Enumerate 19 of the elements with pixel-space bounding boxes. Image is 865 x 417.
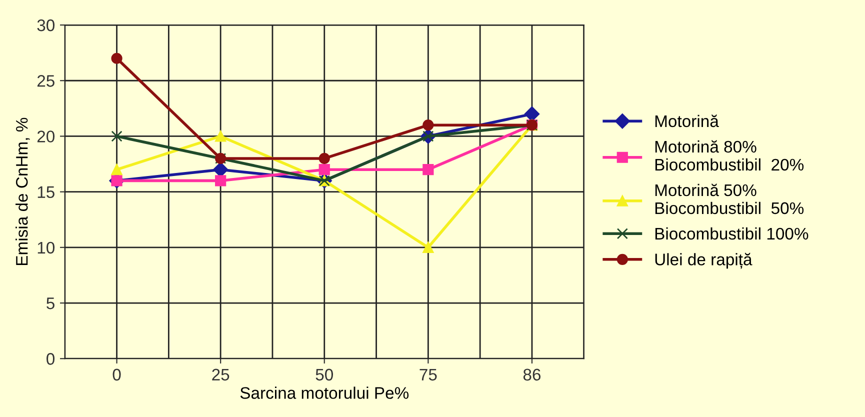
y-tick-label: 5 [46, 298, 54, 310]
x-tick-label: 86 [523, 368, 541, 381]
y-tick-label: 30 [37, 19, 55, 32]
x-tick-label: 75 [420, 368, 437, 381]
y-tick-label: 15 [38, 186, 54, 198]
legend-label: Motorină 50% Biocombustibil 50% [655, 184, 804, 214]
legend-label: Motorină 80% Biocombustibil 20% [655, 140, 804, 171]
legend-label: Ulei de rapiță [655, 252, 752, 269]
y-tick-label: 0 [46, 353, 54, 365]
y-axis-title: Emisia de CnHm, % [16, 118, 30, 266]
x-axis-title: Sarcina motorului Pe% [240, 386, 409, 399]
y-tick-label: 10 [38, 242, 55, 254]
x-tick-label: 25 [212, 368, 230, 381]
x-tick-label: 0 [112, 368, 121, 381]
y-tick-label: 20 [37, 130, 55, 142]
x-tick-label: 50 [316, 368, 333, 381]
y-tick-label: 25 [37, 75, 54, 87]
legend-label: Motorină [655, 114, 719, 128]
legend-label: Biocombustibil 100% [655, 227, 808, 240]
